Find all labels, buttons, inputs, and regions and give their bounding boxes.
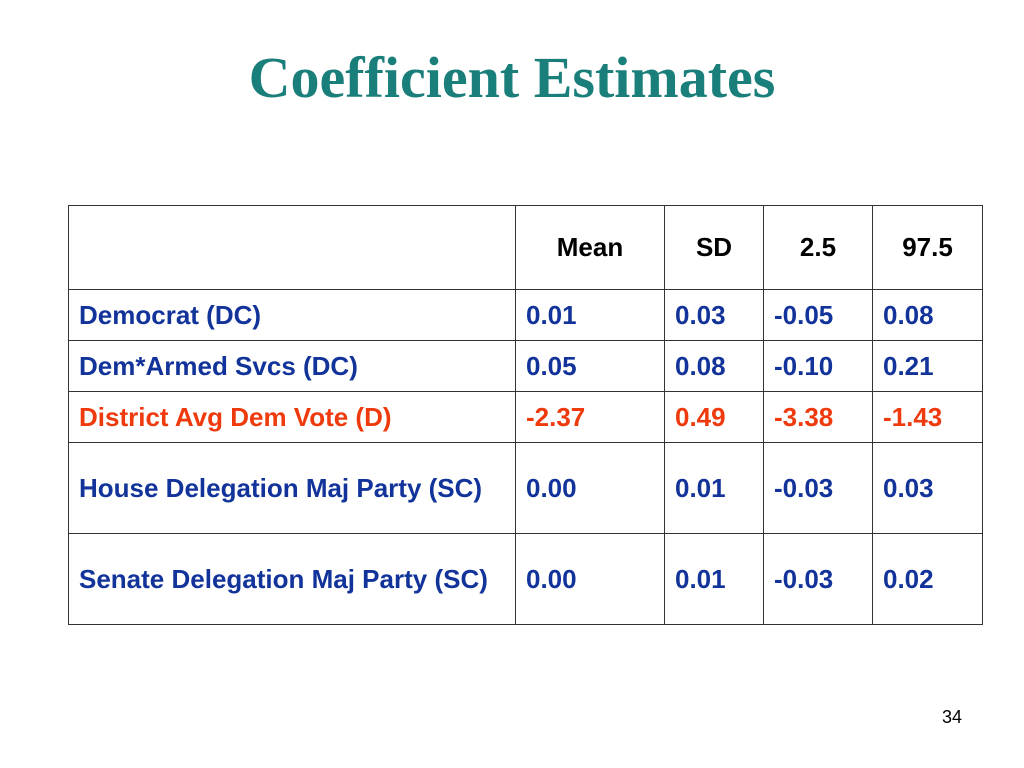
cell-mean: -2.37 [515, 391, 665, 443]
cell-sd: 0.03 [664, 289, 764, 341]
cell-sd: 0.01 [664, 442, 764, 534]
table-row: Democrat (DC) 0.01 0.03 -0.05 0.08 [68, 289, 983, 341]
cell-lower: -0.03 [763, 442, 873, 534]
cell-lower: -0.05 [763, 289, 873, 341]
cell-lower: -0.10 [763, 340, 873, 392]
cell-lower: -0.03 [763, 533, 873, 625]
header-sd: SD [664, 205, 764, 290]
table-header-row: Mean SD 2.5 97.5 [68, 205, 983, 290]
row-label: Democrat (DC) [68, 289, 516, 341]
row-label: House Delegation Maj Party (SC) [68, 442, 516, 534]
cell-mean: 0.00 [515, 533, 665, 625]
cell-upper: 0.03 [872, 442, 983, 534]
cell-mean: 0.00 [515, 442, 665, 534]
header-lower-2-5: 2.5 [763, 205, 873, 290]
cell-lower: -3.38 [763, 391, 873, 443]
page-number: 34 [941, 707, 962, 727]
cell-upper: -1.43 [872, 391, 983, 443]
header-label-cell [68, 205, 516, 290]
slide-title: Coefficient Estimates [248, 45, 776, 110]
header-mean: Mean [515, 205, 665, 290]
table-row: Senate Delegation Maj Party (SC) 0.00 0.… [68, 533, 983, 625]
cell-mean: 0.05 [515, 340, 665, 392]
cell-sd: 0.01 [664, 533, 764, 625]
row-label: Dem*Armed Svcs (DC) [68, 340, 516, 392]
table-row-highlighted: District Avg Dem Vote (D) -2.37 0.49 -3.… [68, 391, 983, 443]
table-row: Dem*Armed Svcs (DC) 0.05 0.08 -0.10 0.21 [68, 340, 983, 392]
cell-upper: 0.21 [872, 340, 983, 392]
header-upper-97-5: 97.5 [872, 205, 983, 290]
row-label: Senate Delegation Maj Party (SC) [68, 533, 516, 625]
cell-sd: 0.08 [664, 340, 764, 392]
cell-mean: 0.01 [515, 289, 665, 341]
cell-sd: 0.49 [664, 391, 764, 443]
table-row: House Delegation Maj Party (SC) 0.00 0.0… [68, 442, 983, 534]
cell-upper: 0.08 [872, 289, 983, 341]
row-label: District Avg Dem Vote (D) [68, 391, 516, 443]
cell-upper: 0.02 [872, 533, 983, 625]
coefficient-table: Mean SD 2.5 97.5 Democrat (DC) 0.01 0.03… [68, 205, 983, 625]
